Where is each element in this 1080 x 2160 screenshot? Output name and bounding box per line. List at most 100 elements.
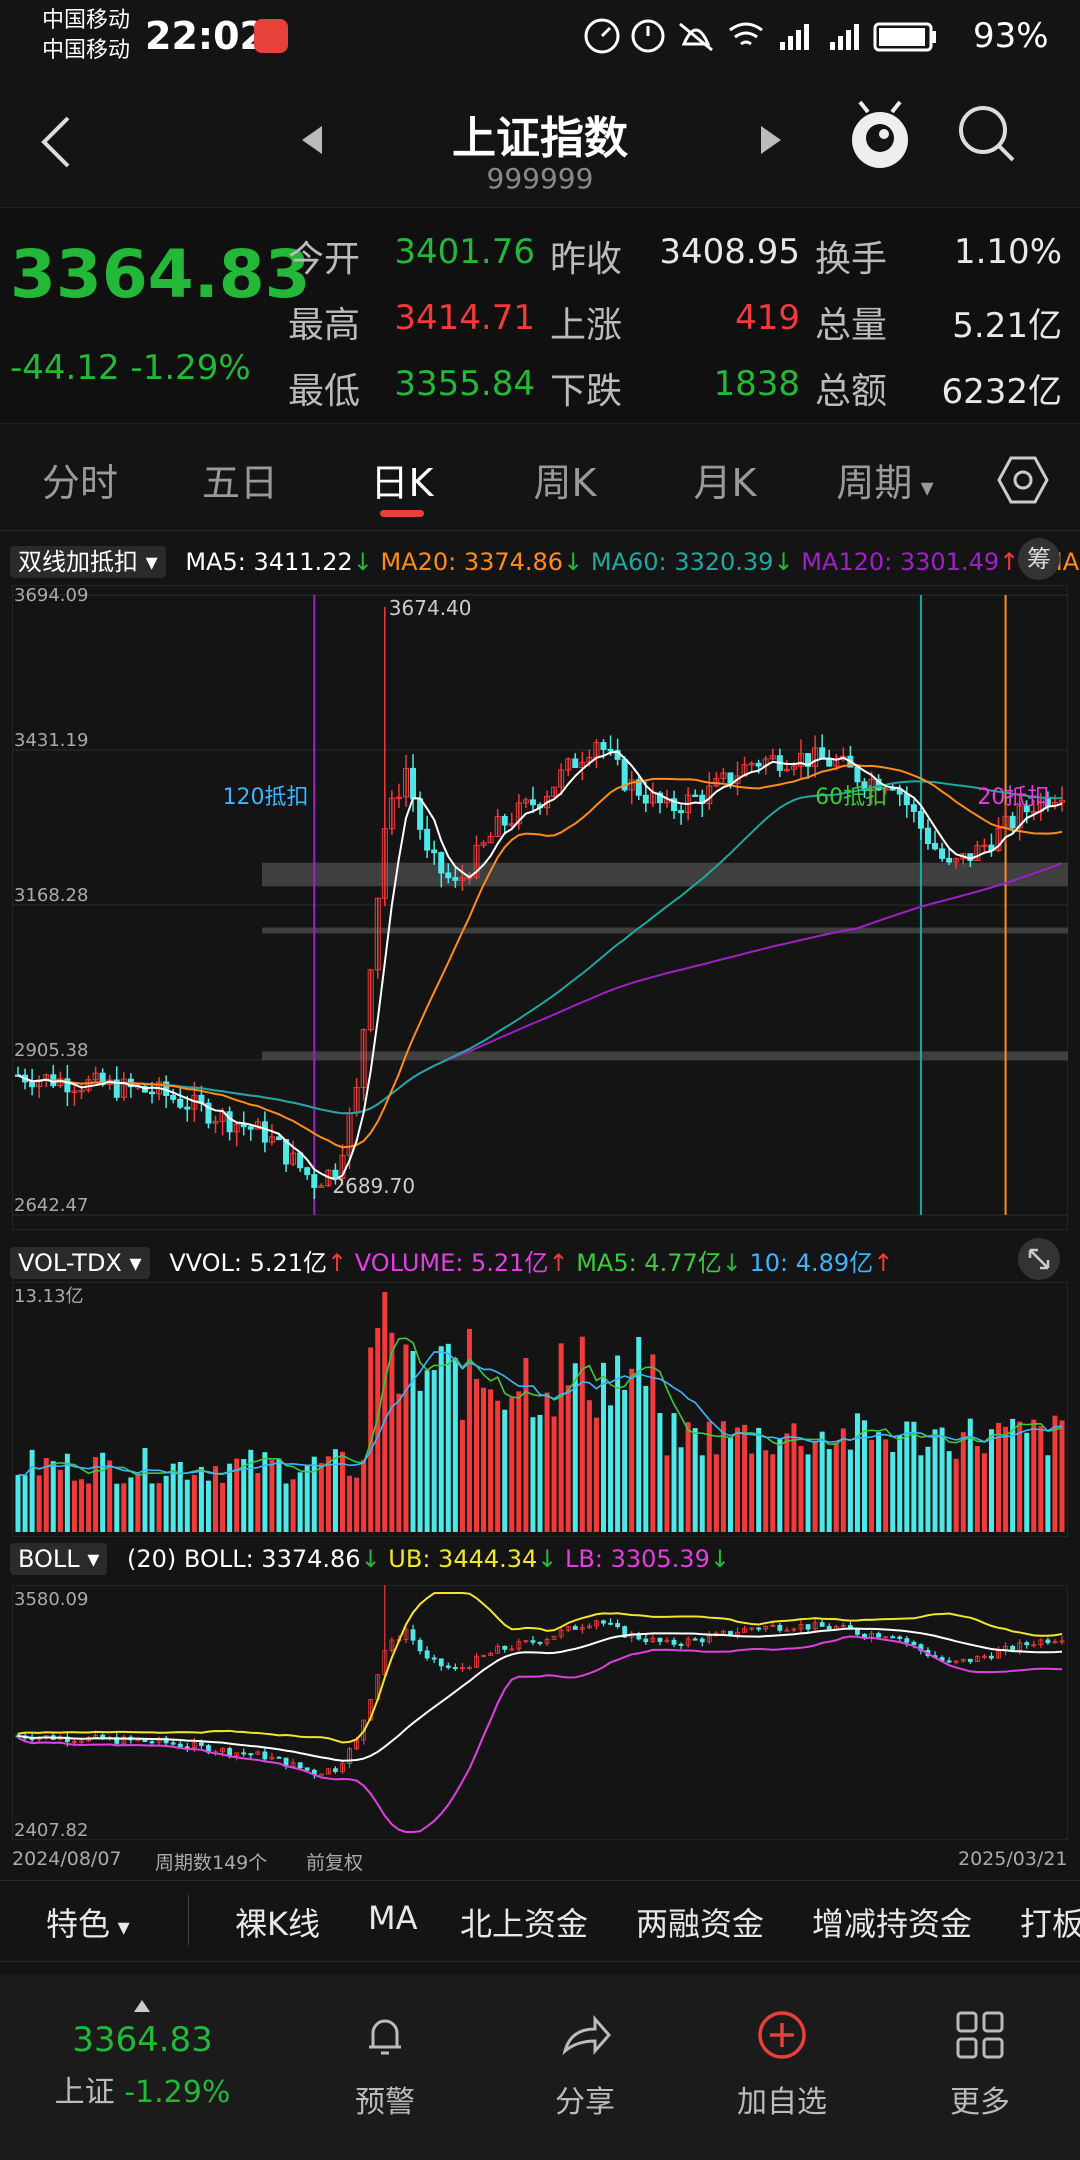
y-tick-label: 3431.19: [14, 730, 88, 751]
volume-bar: [347, 1475, 353, 1532]
nav-item-2[interactable]: 加自选: [702, 2005, 862, 2145]
volume-bar: [438, 1346, 444, 1532]
boll-candle-body: [883, 1636, 889, 1639]
candle-body: [656, 792, 663, 804]
candle-body: [417, 798, 424, 830]
feature-1[interactable]: 裸K线: [235, 1899, 320, 1945]
boll-band-line: [17, 1635, 1063, 1833]
nav-item-1[interactable]: 分享: [505, 2005, 665, 2145]
volume-bar: [474, 1378, 480, 1532]
up-caret-icon: [134, 1997, 150, 2012]
next-stock-button[interactable]: [755, 122, 785, 158]
volume-bar: [255, 1473, 261, 1532]
feature-divider: [188, 1895, 189, 1945]
chip-button[interactable]: 筹: [1018, 538, 1060, 580]
volume-bar: [1003, 1426, 1009, 1532]
boll-candle-body: [297, 1762, 303, 1769]
settings-button[interactable]: [997, 454, 1049, 506]
candle-body: [290, 1152, 297, 1165]
boll-candle-body: [72, 1740, 77, 1743]
boll-band-line: [17, 1592, 1063, 1744]
feature-label: 两融资金: [636, 1905, 765, 1943]
tab-0[interactable]: 分时: [0, 452, 160, 507]
volume-bar: [826, 1449, 832, 1532]
price-change: -44.12 -1.29%: [10, 348, 251, 388]
boll-candle-body: [241, 1752, 247, 1755]
volume-bar: [424, 1370, 430, 1532]
volume-bar: [389, 1332, 395, 1532]
volume-bar: [911, 1421, 917, 1532]
quote-value: 3355.84: [394, 364, 535, 404]
feature-4[interactable]: 两融资金: [636, 1899, 764, 1945]
prev-stock-button[interactable]: [298, 122, 328, 158]
volume-bar: [304, 1465, 310, 1532]
candle-body: [974, 845, 981, 861]
clock: 22:02: [145, 14, 266, 58]
expand-button[interactable]: [1018, 1238, 1060, 1280]
volume-bar: [974, 1445, 980, 1532]
tab-5[interactable]: 周期 ▾: [805, 452, 965, 507]
volume-bar: [43, 1457, 49, 1532]
candle-body: [572, 758, 579, 769]
volume-bar: [777, 1439, 783, 1532]
feature-0[interactable]: 特色 ▾: [46, 1899, 130, 1945]
boll-candle-body: [114, 1737, 120, 1744]
candle-body: [304, 1167, 311, 1176]
nav-price[interactable]: 3364.83: [72, 2020, 213, 2060]
boll-candle-body: [855, 1628, 860, 1635]
back-button[interactable]: [36, 112, 76, 172]
candle-body: [946, 857, 953, 863]
volume-bar: [466, 1328, 472, 1532]
volume-legend: VOLUME: 5.21亿: [354, 1249, 549, 1277]
feature-3[interactable]: 北上资金: [460, 1899, 588, 1945]
boll-candle-body: [840, 1625, 846, 1628]
candle-body: [882, 788, 889, 791]
nav-index-name: 上证: [54, 2075, 115, 2110]
boll-chart[interactable]: 3580.09 2407.82: [12, 1585, 1068, 1840]
nav-index[interactable]: 上证 -1.29%: [0, 2067, 285, 2111]
volume-chart[interactable]: 13.13亿: [12, 1282, 1068, 1537]
volume-bar: [431, 1370, 437, 1532]
boll-candle-body: [220, 1748, 225, 1753]
volume-bar: [459, 1419, 465, 1532]
candle-body: [445, 872, 452, 879]
tab-1[interactable]: 五日: [160, 452, 320, 507]
vol-indicator-dropdown[interactable]: VOL-TDX ▾: [10, 1247, 150, 1279]
nav-item-3[interactable]: 更多: [900, 2005, 1060, 2145]
boll-indicator-dropdown[interactable]: BOLL ▾: [10, 1543, 108, 1575]
candle-body: [318, 1185, 325, 1188]
boll-candle-body: [911, 1641, 917, 1646]
volume-bar: [572, 1363, 578, 1532]
boll-candle-body: [728, 1630, 733, 1636]
mascot-button[interactable]: [848, 100, 912, 172]
candle-body: [438, 852, 445, 874]
search-button[interactable]: [955, 102, 1019, 166]
main-indicator-dropdown[interactable]: 双线加抵扣 ▾: [10, 546, 166, 578]
candle-body: [692, 794, 699, 798]
volume-bar: [332, 1449, 338, 1532]
tab-4[interactable]: 月K: [645, 452, 805, 507]
boll-candle-body: [622, 1626, 628, 1638]
volume-bar: [664, 1455, 670, 1532]
tab-2[interactable]: 日K: [322, 452, 482, 507]
y-tick-label: 2905.38: [14, 1040, 88, 1061]
vvol-legend: VVOL: 5.21亿: [169, 1249, 328, 1277]
tab-3[interactable]: 周K: [485, 452, 645, 507]
volume-bar: [876, 1432, 882, 1532]
boll-candle-body: [304, 1767, 310, 1771]
candle-body: [868, 778, 875, 792]
boll-candle-body: [121, 1736, 127, 1744]
volume-bar: [1059, 1420, 1065, 1532]
nav-item-0[interactable]: 预警: [305, 2005, 465, 2145]
volume-bar: [770, 1454, 776, 1532]
feature-5[interactable]: 增减持资金: [812, 1899, 972, 1945]
tab-label: 周K: [533, 461, 597, 505]
boll-candle-body: [1010, 1645, 1016, 1651]
feature-2[interactable]: MA: [368, 1899, 418, 1937]
kline-chart[interactable]: 3694.09 3431.19 3168.28 2905.38 2642.47 120抵扣…: [12, 585, 1068, 1230]
candle-body: [826, 758, 833, 767]
annotation-60: 60抵扣: [815, 785, 887, 810]
volume-bar: [946, 1451, 952, 1532]
low-label: 2689.70: [332, 1174, 415, 1198]
feature-6[interactable]: 打板: [1020, 1899, 1080, 1945]
